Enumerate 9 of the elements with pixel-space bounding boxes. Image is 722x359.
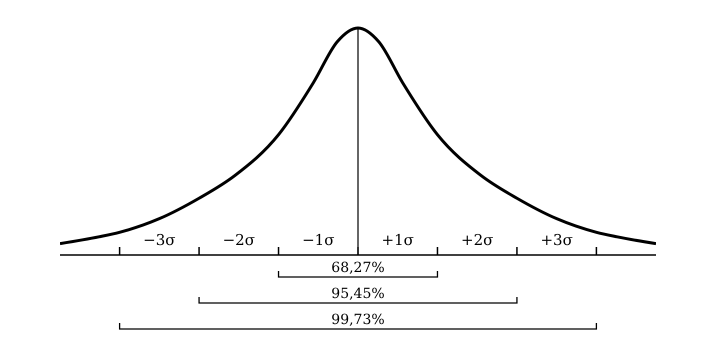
x-tick-label: +1σ: [382, 231, 414, 249]
bracket: 68,27%: [278, 260, 438, 278]
bracket: 99,73%: [118, 312, 598, 330]
x-tick-label: −2σ: [222, 231, 255, 249]
x-tick-label: −3σ: [143, 231, 176, 249]
x-tick-label: −1σ: [302, 231, 334, 249]
x-tick-label: +3σ: [540, 231, 573, 249]
bracket: 95,45%: [198, 286, 518, 304]
x-tick-label: +2σ: [461, 231, 494, 249]
